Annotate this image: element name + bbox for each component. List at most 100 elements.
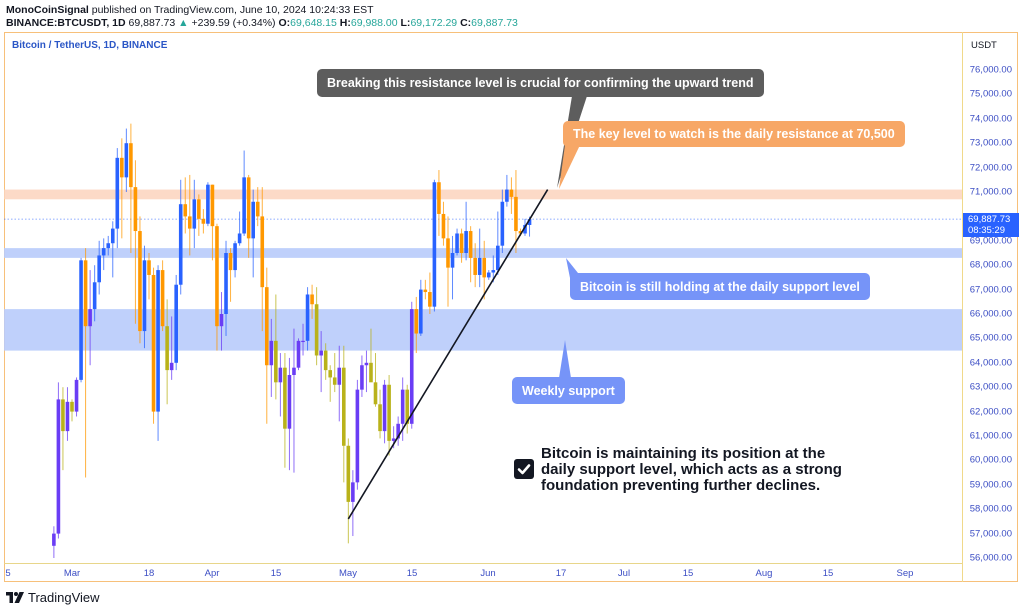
daily-support-band[interactable] bbox=[4, 248, 962, 258]
currency-unit-label[interactable]: USDT bbox=[971, 40, 997, 51]
price-axis[interactable]: USDT 76,000.00 75,000.00 74,000.00 73,000.0… bbox=[962, 32, 1019, 582]
candle[interactable] bbox=[147, 253, 151, 300]
candle[interactable] bbox=[382, 379, 387, 444]
candle[interactable] bbox=[219, 292, 224, 351]
candle[interactable] bbox=[346, 438, 351, 544]
candle[interactable] bbox=[129, 123, 133, 253]
candle[interactable] bbox=[396, 416, 400, 446]
tradingview-logo[interactable]: TradingView bbox=[6, 590, 100, 605]
candle[interactable] bbox=[482, 240, 487, 300]
candle[interactable] bbox=[124, 128, 129, 192]
candle[interactable] bbox=[360, 355, 364, 397]
candle[interactable] bbox=[92, 265, 97, 322]
candle[interactable] bbox=[260, 187, 265, 332]
candle[interactable] bbox=[428, 272, 432, 314]
candle[interactable] bbox=[115, 148, 120, 249]
candle[interactable] bbox=[305, 287, 310, 351]
candle[interactable] bbox=[88, 270, 92, 366]
candle[interactable] bbox=[52, 526, 56, 558]
candle[interactable] bbox=[342, 345, 346, 483]
candle[interactable] bbox=[156, 265, 160, 441]
candle[interactable] bbox=[133, 160, 138, 324]
candle[interactable] bbox=[138, 216, 142, 344]
candle[interactable] bbox=[264, 267, 269, 424]
ascending-trendline[interactable] bbox=[347, 189, 549, 520]
candle[interactable] bbox=[206, 182, 210, 227]
candle[interactable] bbox=[491, 255, 496, 283]
chart-plot-area[interactable]: Bitcoin / TetherUS, 1D, BINANCE bbox=[4, 32, 962, 563]
candle[interactable] bbox=[106, 235, 111, 256]
time-axis[interactable]: 5 Mar 18 Apr 15 May 15 Jun 17 Jul 15 Aug 15 Sep bbox=[4, 563, 962, 582]
candle[interactable] bbox=[142, 245, 147, 349]
candle[interactable] bbox=[319, 331, 323, 393]
author-name[interactable]: MonoCoinSignal bbox=[6, 4, 89, 16]
candle[interactable] bbox=[215, 223, 219, 351]
candle[interactable] bbox=[228, 248, 233, 302]
candle[interactable] bbox=[419, 279, 423, 336]
candle[interactable] bbox=[178, 179, 183, 295]
daily-support-callout[interactable]: Bitcoin is still holding at the daily su… bbox=[570, 273, 870, 300]
candle[interactable] bbox=[496, 211, 500, 275]
candle[interactable] bbox=[437, 170, 441, 236]
candle[interactable] bbox=[65, 387, 70, 441]
candle[interactable] bbox=[450, 235, 455, 300]
weekly-support-band[interactable] bbox=[4, 309, 962, 351]
candle[interactable] bbox=[486, 270, 491, 280]
candle[interactable] bbox=[292, 328, 296, 473]
candle[interactable] bbox=[97, 240, 101, 295]
candle[interactable] bbox=[283, 353, 287, 468]
candle[interactable] bbox=[423, 279, 428, 300]
candle[interactable] bbox=[274, 294, 278, 400]
candle[interactable] bbox=[79, 257, 83, 383]
key-level-callout[interactable]: The key level to watch is the daily resi… bbox=[563, 121, 905, 147]
candle[interactable] bbox=[210, 184, 215, 261]
candle[interactable] bbox=[233, 240, 237, 278]
candle[interactable] bbox=[468, 226, 473, 283]
candle[interactable] bbox=[174, 274, 178, 371]
candle[interactable] bbox=[269, 318, 274, 397]
candle[interactable] bbox=[409, 301, 414, 429]
candle[interactable] bbox=[242, 150, 246, 236]
candle[interactable] bbox=[405, 384, 410, 434]
candle[interactable] bbox=[332, 353, 337, 393]
candle[interactable] bbox=[101, 238, 106, 271]
candle[interactable] bbox=[414, 296, 419, 354]
candle[interactable] bbox=[387, 375, 391, 456]
weekly-support-callout[interactable]: Weekly support bbox=[512, 377, 625, 404]
candle[interactable] bbox=[296, 338, 301, 371]
candle[interactable] bbox=[477, 228, 482, 288]
candle[interactable] bbox=[459, 228, 464, 263]
candle[interactable] bbox=[441, 201, 446, 246]
candle[interactable] bbox=[56, 382, 61, 539]
candle[interactable] bbox=[378, 389, 382, 439]
candle[interactable] bbox=[301, 323, 305, 356]
candle[interactable] bbox=[201, 209, 206, 234]
candle[interactable] bbox=[473, 243, 477, 288]
candle[interactable] bbox=[251, 189, 255, 278]
candle[interactable] bbox=[246, 174, 251, 258]
candle[interactable] bbox=[183, 177, 188, 234]
candle[interactable] bbox=[83, 248, 88, 478]
candle[interactable] bbox=[160, 260, 165, 332]
candle[interactable] bbox=[446, 216, 450, 307]
candle[interactable] bbox=[500, 189, 505, 253]
candle[interactable] bbox=[337, 345, 342, 422]
candle[interactable] bbox=[165, 299, 169, 405]
candle[interactable] bbox=[237, 211, 242, 246]
candle[interactable] bbox=[287, 357, 292, 471]
candle[interactable] bbox=[509, 177, 514, 214]
candle[interactable] bbox=[369, 328, 373, 383]
resistance-callout[interactable]: Breaking this resistance level is crucia… bbox=[317, 69, 764, 97]
candle[interactable] bbox=[192, 179, 197, 249]
candle[interactable] bbox=[255, 187, 260, 227]
candle[interactable] bbox=[310, 284, 314, 319]
candle[interactable] bbox=[224, 240, 228, 336]
candle[interactable] bbox=[74, 377, 79, 417]
candle[interactable] bbox=[328, 365, 333, 402]
candle[interactable] bbox=[120, 138, 124, 239]
candle[interactable] bbox=[151, 267, 156, 424]
candle[interactable] bbox=[432, 179, 437, 312]
candle[interactable] bbox=[455, 228, 459, 256]
candle[interactable] bbox=[278, 353, 283, 417]
candle[interactable] bbox=[514, 170, 518, 253]
